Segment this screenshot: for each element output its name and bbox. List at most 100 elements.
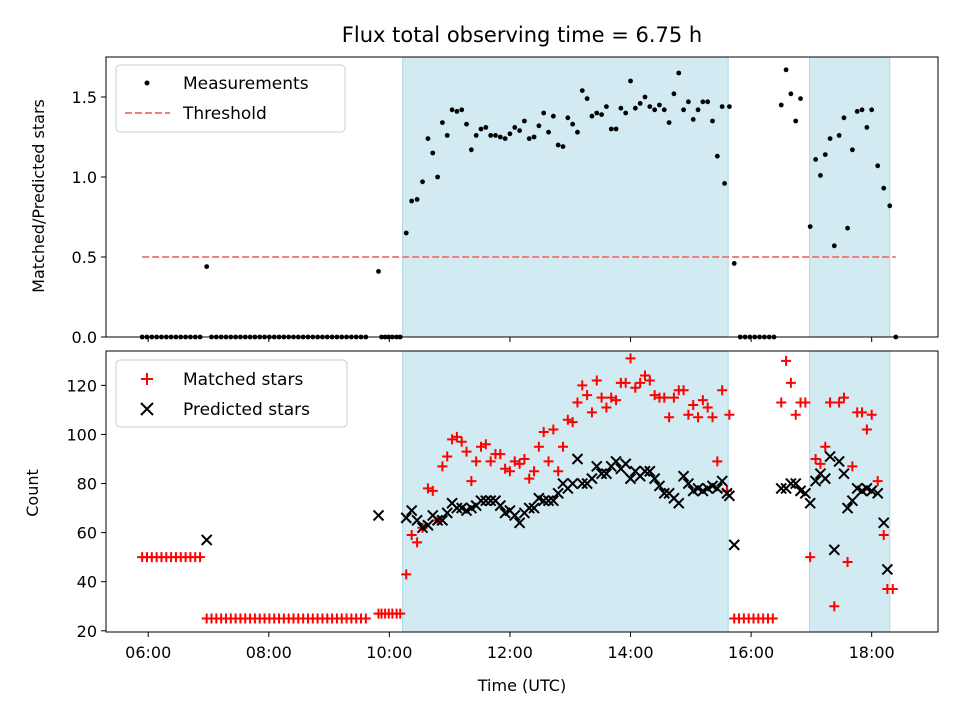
measurement-point xyxy=(836,133,842,138)
measurement-point xyxy=(403,230,409,236)
predicted-star-point xyxy=(846,494,859,507)
predicted-star-point xyxy=(595,467,608,480)
measurement-point xyxy=(555,142,561,148)
matched-star-point xyxy=(678,385,689,396)
measurement-point xyxy=(454,109,460,114)
predicted-star-point xyxy=(824,450,836,463)
predicted-star-point xyxy=(484,494,497,507)
measurement-point xyxy=(473,133,479,138)
measurement-point xyxy=(449,107,455,113)
measurement-point xyxy=(731,261,737,266)
measurement-point xyxy=(854,109,860,114)
measurement-point xyxy=(849,147,855,153)
predicted-star-point xyxy=(566,477,579,490)
matched-star-point xyxy=(702,402,713,413)
matched-star-point xyxy=(471,456,482,467)
matched-star-point xyxy=(712,456,723,467)
y-tick-label: 0.5 xyxy=(72,248,97,267)
legend-measurements-marker xyxy=(144,80,150,86)
predicted-star-point xyxy=(441,507,453,519)
measurement-point xyxy=(546,129,551,135)
measurement-point xyxy=(425,136,431,142)
measurement-point xyxy=(681,107,686,113)
measurement-point xyxy=(881,185,887,191)
matched-star-point xyxy=(529,466,540,477)
legend-top-box xyxy=(115,64,346,133)
predicted-star-point xyxy=(785,477,797,490)
predicted-star-point xyxy=(809,475,822,487)
matched-star-point xyxy=(360,613,371,624)
matched-star-point xyxy=(776,397,787,408)
predicted-star-point xyxy=(775,482,787,495)
matched-star-point xyxy=(567,417,578,428)
measurement-point xyxy=(430,150,436,156)
matched-star-point xyxy=(625,353,636,364)
predicted-star-point xyxy=(728,539,740,551)
observing-window-1 xyxy=(402,56,729,338)
legend-measurements-label: Measurements xyxy=(183,74,309,94)
x-tick-label: 14:00 xyxy=(607,643,653,662)
measurement-point xyxy=(676,70,682,76)
measurement-point xyxy=(575,129,580,135)
legend-top: Measurements Threshold xyxy=(115,64,346,133)
matched-star-point xyxy=(538,426,549,437)
matched-star-point xyxy=(872,476,883,487)
predicted-star-point xyxy=(513,517,526,529)
matched-star-point xyxy=(861,424,872,435)
measurement-point xyxy=(507,131,513,137)
predicted-star-point xyxy=(619,458,632,470)
measurement-point xyxy=(652,107,658,113)
predicted-star-point xyxy=(586,472,598,485)
matched-star-point xyxy=(668,392,679,403)
legend-bottom-box xyxy=(115,359,348,428)
predicted-star-point xyxy=(639,465,651,477)
measurement-point xyxy=(536,123,542,129)
matched-star-point xyxy=(693,412,704,423)
measurement-point xyxy=(686,99,691,105)
x-tick-label: 12:00 xyxy=(487,643,533,662)
measurement-point xyxy=(647,104,653,109)
matched-star-point xyxy=(866,409,877,420)
predicted-star-point xyxy=(547,494,560,507)
predicted-star-point xyxy=(828,544,841,556)
y-tick-label: 40 xyxy=(77,573,97,592)
top-y-axis-label: Matched/Predicted stars xyxy=(29,99,48,293)
matched-star-point xyxy=(548,424,559,435)
predicted-star-point xyxy=(576,477,588,490)
measurement-point xyxy=(488,133,494,138)
predicted-star-point xyxy=(411,514,423,527)
matched-star-point xyxy=(790,409,801,420)
measurement-point xyxy=(570,121,576,127)
matched-star-point xyxy=(800,397,811,408)
matched-star-point xyxy=(596,392,607,403)
matched-star-point xyxy=(195,552,206,563)
observing-window-2 xyxy=(809,56,891,338)
measurement-point xyxy=(420,179,425,185)
matched-star-point xyxy=(401,569,412,580)
measurement-point xyxy=(584,96,590,101)
measurement-point xyxy=(661,107,667,113)
matched-star-point xyxy=(887,584,898,595)
predicted-star-point xyxy=(436,514,449,527)
matched-star-point xyxy=(514,458,525,469)
matched-star-point xyxy=(785,377,796,388)
predicted-star-point xyxy=(865,485,878,497)
predicted-star-point xyxy=(804,497,816,509)
matched-star-point xyxy=(611,395,622,406)
predicted-star-point xyxy=(648,472,661,485)
measurement-point xyxy=(714,153,720,159)
predicted-star-point xyxy=(372,509,385,522)
matched-star-point xyxy=(442,451,453,462)
measurement-point xyxy=(599,112,604,117)
measurement-point xyxy=(478,126,484,132)
measurement-point xyxy=(560,144,566,150)
measurement-point xyxy=(444,133,450,138)
measurement-point xyxy=(589,113,595,119)
measurement-point xyxy=(710,118,715,124)
legend-predicted-marker xyxy=(140,402,154,416)
measurement-point xyxy=(831,243,837,249)
measurement-point xyxy=(798,96,803,101)
matched-star-point xyxy=(485,456,496,467)
measurement-point xyxy=(493,133,498,138)
